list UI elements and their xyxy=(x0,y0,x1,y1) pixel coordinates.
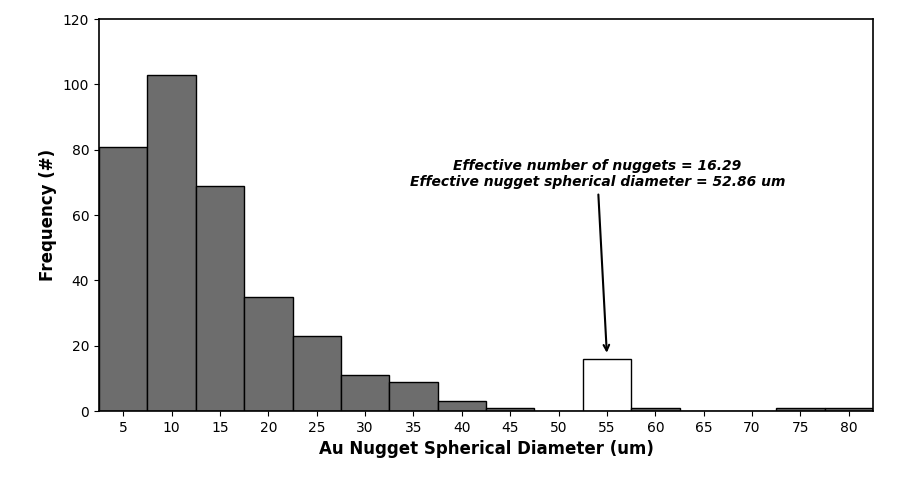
Bar xyxy=(196,185,244,411)
Bar xyxy=(486,408,535,411)
X-axis label: Au Nugget Spherical Diameter (um): Au Nugget Spherical Diameter (um) xyxy=(319,440,653,458)
Bar xyxy=(148,75,196,411)
Bar xyxy=(292,336,341,411)
Bar xyxy=(776,408,824,411)
Text: Effective number of nuggets = 16.29
Effective nugget spherical diameter = 52.86 : Effective number of nuggets = 16.29 Effe… xyxy=(410,159,785,350)
Bar xyxy=(583,359,631,411)
Bar xyxy=(389,381,437,411)
Bar xyxy=(824,408,873,411)
Bar xyxy=(341,375,389,411)
Bar xyxy=(437,402,486,411)
Bar xyxy=(244,297,292,411)
Y-axis label: Frequency (#): Frequency (#) xyxy=(40,149,58,281)
Bar xyxy=(631,408,680,411)
Bar xyxy=(99,147,148,411)
